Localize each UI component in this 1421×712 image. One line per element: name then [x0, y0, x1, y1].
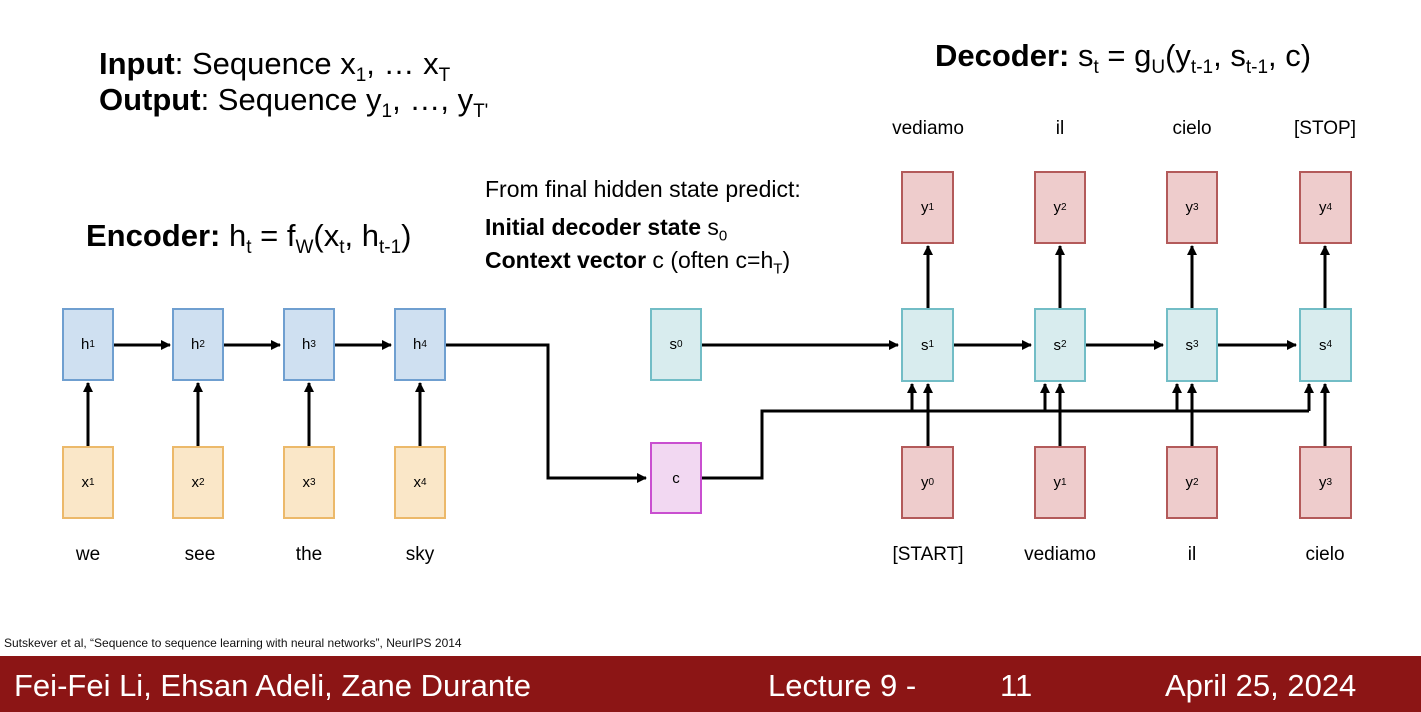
decoder-label: Decoder: — [935, 38, 1070, 73]
decoder-output-word: il — [1055, 118, 1065, 139]
decoder-output-word: vediamo — [892, 118, 964, 139]
predict-line1: From final hidden state predict: — [485, 176, 801, 202]
predict-line3: Context vector c (often c=hT) — [485, 247, 791, 278]
decoder-input-word: il — [1187, 544, 1197, 565]
input-label: Input — [99, 46, 175, 81]
decoder-input-word: [START] — [892, 544, 964, 565]
encoder-word: we — [75, 544, 101, 565]
output-line: Output: Sequence y1, …, yT' — [99, 82, 489, 123]
encoder-formula: Encoder: ht = fW(xt, ht-1) — [86, 218, 412, 259]
encoder-word: see — [184, 544, 216, 565]
arrow-c-context-line — [702, 409, 1309, 480]
decoder-output-word: [STOP] — [1294, 118, 1356, 139]
encoder-word: sky — [405, 544, 435, 565]
arrow-h4-c — [446, 343, 647, 483]
context-vector-c: c — [650, 442, 702, 514]
predict-line2: Initial decoder state s0 — [485, 214, 728, 245]
decoder-formula: Decoder: st = gU(yt-1, st-1, c) — [935, 38, 1312, 79]
decoder-output-word: cielo — [1172, 118, 1212, 139]
decoder-input-word: cielo — [1305, 544, 1345, 565]
footer-date: April 25, 2024 — [1165, 668, 1357, 703]
footer-lecture: Lecture 9 - — [768, 668, 917, 703]
footer-bar: Fei-Fei Li, Ehsan Adeli, Zane Durante Le… — [0, 656, 1421, 712]
footer-page-number: 11 — [1000, 668, 1033, 703]
citation: Sutskever et al, “Sequence to sequence l… — [4, 636, 462, 650]
encoder-label: Encoder: — [86, 218, 221, 253]
input-line: Input: Sequence x1, … xT — [99, 46, 451, 87]
decoder-input-word: vediamo — [1024, 544, 1096, 565]
arrow-layer — [83, 245, 1330, 483]
output-label: Output — [99, 82, 201, 117]
encoder-word: the — [295, 544, 323, 565]
footer-authors: Fei-Fei Li, Ehsan Adeli, Zane Durante — [14, 668, 531, 703]
